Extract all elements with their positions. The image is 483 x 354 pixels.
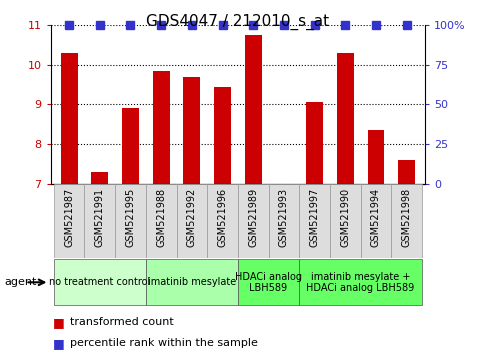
Text: GSM521998: GSM521998 (402, 188, 412, 247)
Bar (306, 102, 323, 184)
Bar (122, 108, 139, 184)
Text: GSM521993: GSM521993 (279, 188, 289, 247)
Bar (238, 259, 299, 305)
Bar (61, 53, 78, 184)
Text: GSM521997: GSM521997 (310, 188, 320, 247)
Bar (361, 184, 391, 258)
Text: GSM521994: GSM521994 (371, 188, 381, 247)
Bar (269, 184, 299, 258)
Bar (391, 184, 422, 258)
Bar (238, 184, 269, 258)
Bar (54, 184, 85, 258)
Text: GSM521996: GSM521996 (217, 188, 227, 247)
Text: GSM521990: GSM521990 (340, 188, 350, 247)
Bar (184, 76, 200, 184)
Text: GSM521987: GSM521987 (64, 188, 74, 247)
Text: GSM521995: GSM521995 (126, 188, 136, 247)
Text: HDACi analog
LBH589: HDACi analog LBH589 (235, 272, 302, 293)
Bar (115, 184, 146, 258)
Bar (398, 160, 415, 184)
Bar (330, 184, 361, 258)
Text: percentile rank within the sample: percentile rank within the sample (70, 338, 258, 348)
Text: agent: agent (5, 277, 37, 287)
Text: ■: ■ (53, 337, 65, 350)
Text: no treatment control: no treatment control (49, 277, 150, 287)
Text: GDS4047 / 212010_s_at: GDS4047 / 212010_s_at (146, 14, 329, 30)
Text: ■: ■ (53, 316, 65, 329)
Bar (146, 184, 176, 258)
Bar (337, 53, 354, 184)
Bar (176, 184, 207, 258)
Bar (54, 259, 146, 305)
Bar (299, 184, 330, 258)
Bar (91, 172, 108, 184)
Bar (299, 259, 422, 305)
Bar (245, 35, 262, 184)
Bar (207, 184, 238, 258)
Text: GSM521992: GSM521992 (187, 188, 197, 247)
Text: imatinib mesylate: imatinib mesylate (148, 277, 236, 287)
Bar (85, 184, 115, 258)
Bar (153, 70, 170, 184)
Bar (146, 259, 238, 305)
Bar (214, 86, 231, 184)
Text: imatinib mesylate +
HDACi analog LBH589: imatinib mesylate + HDACi analog LBH589 (307, 272, 415, 293)
Text: transformed count: transformed count (70, 317, 174, 327)
Bar (368, 130, 384, 184)
Text: GSM521988: GSM521988 (156, 188, 166, 247)
Text: GSM521991: GSM521991 (95, 188, 105, 247)
Text: GSM521989: GSM521989 (248, 188, 258, 247)
